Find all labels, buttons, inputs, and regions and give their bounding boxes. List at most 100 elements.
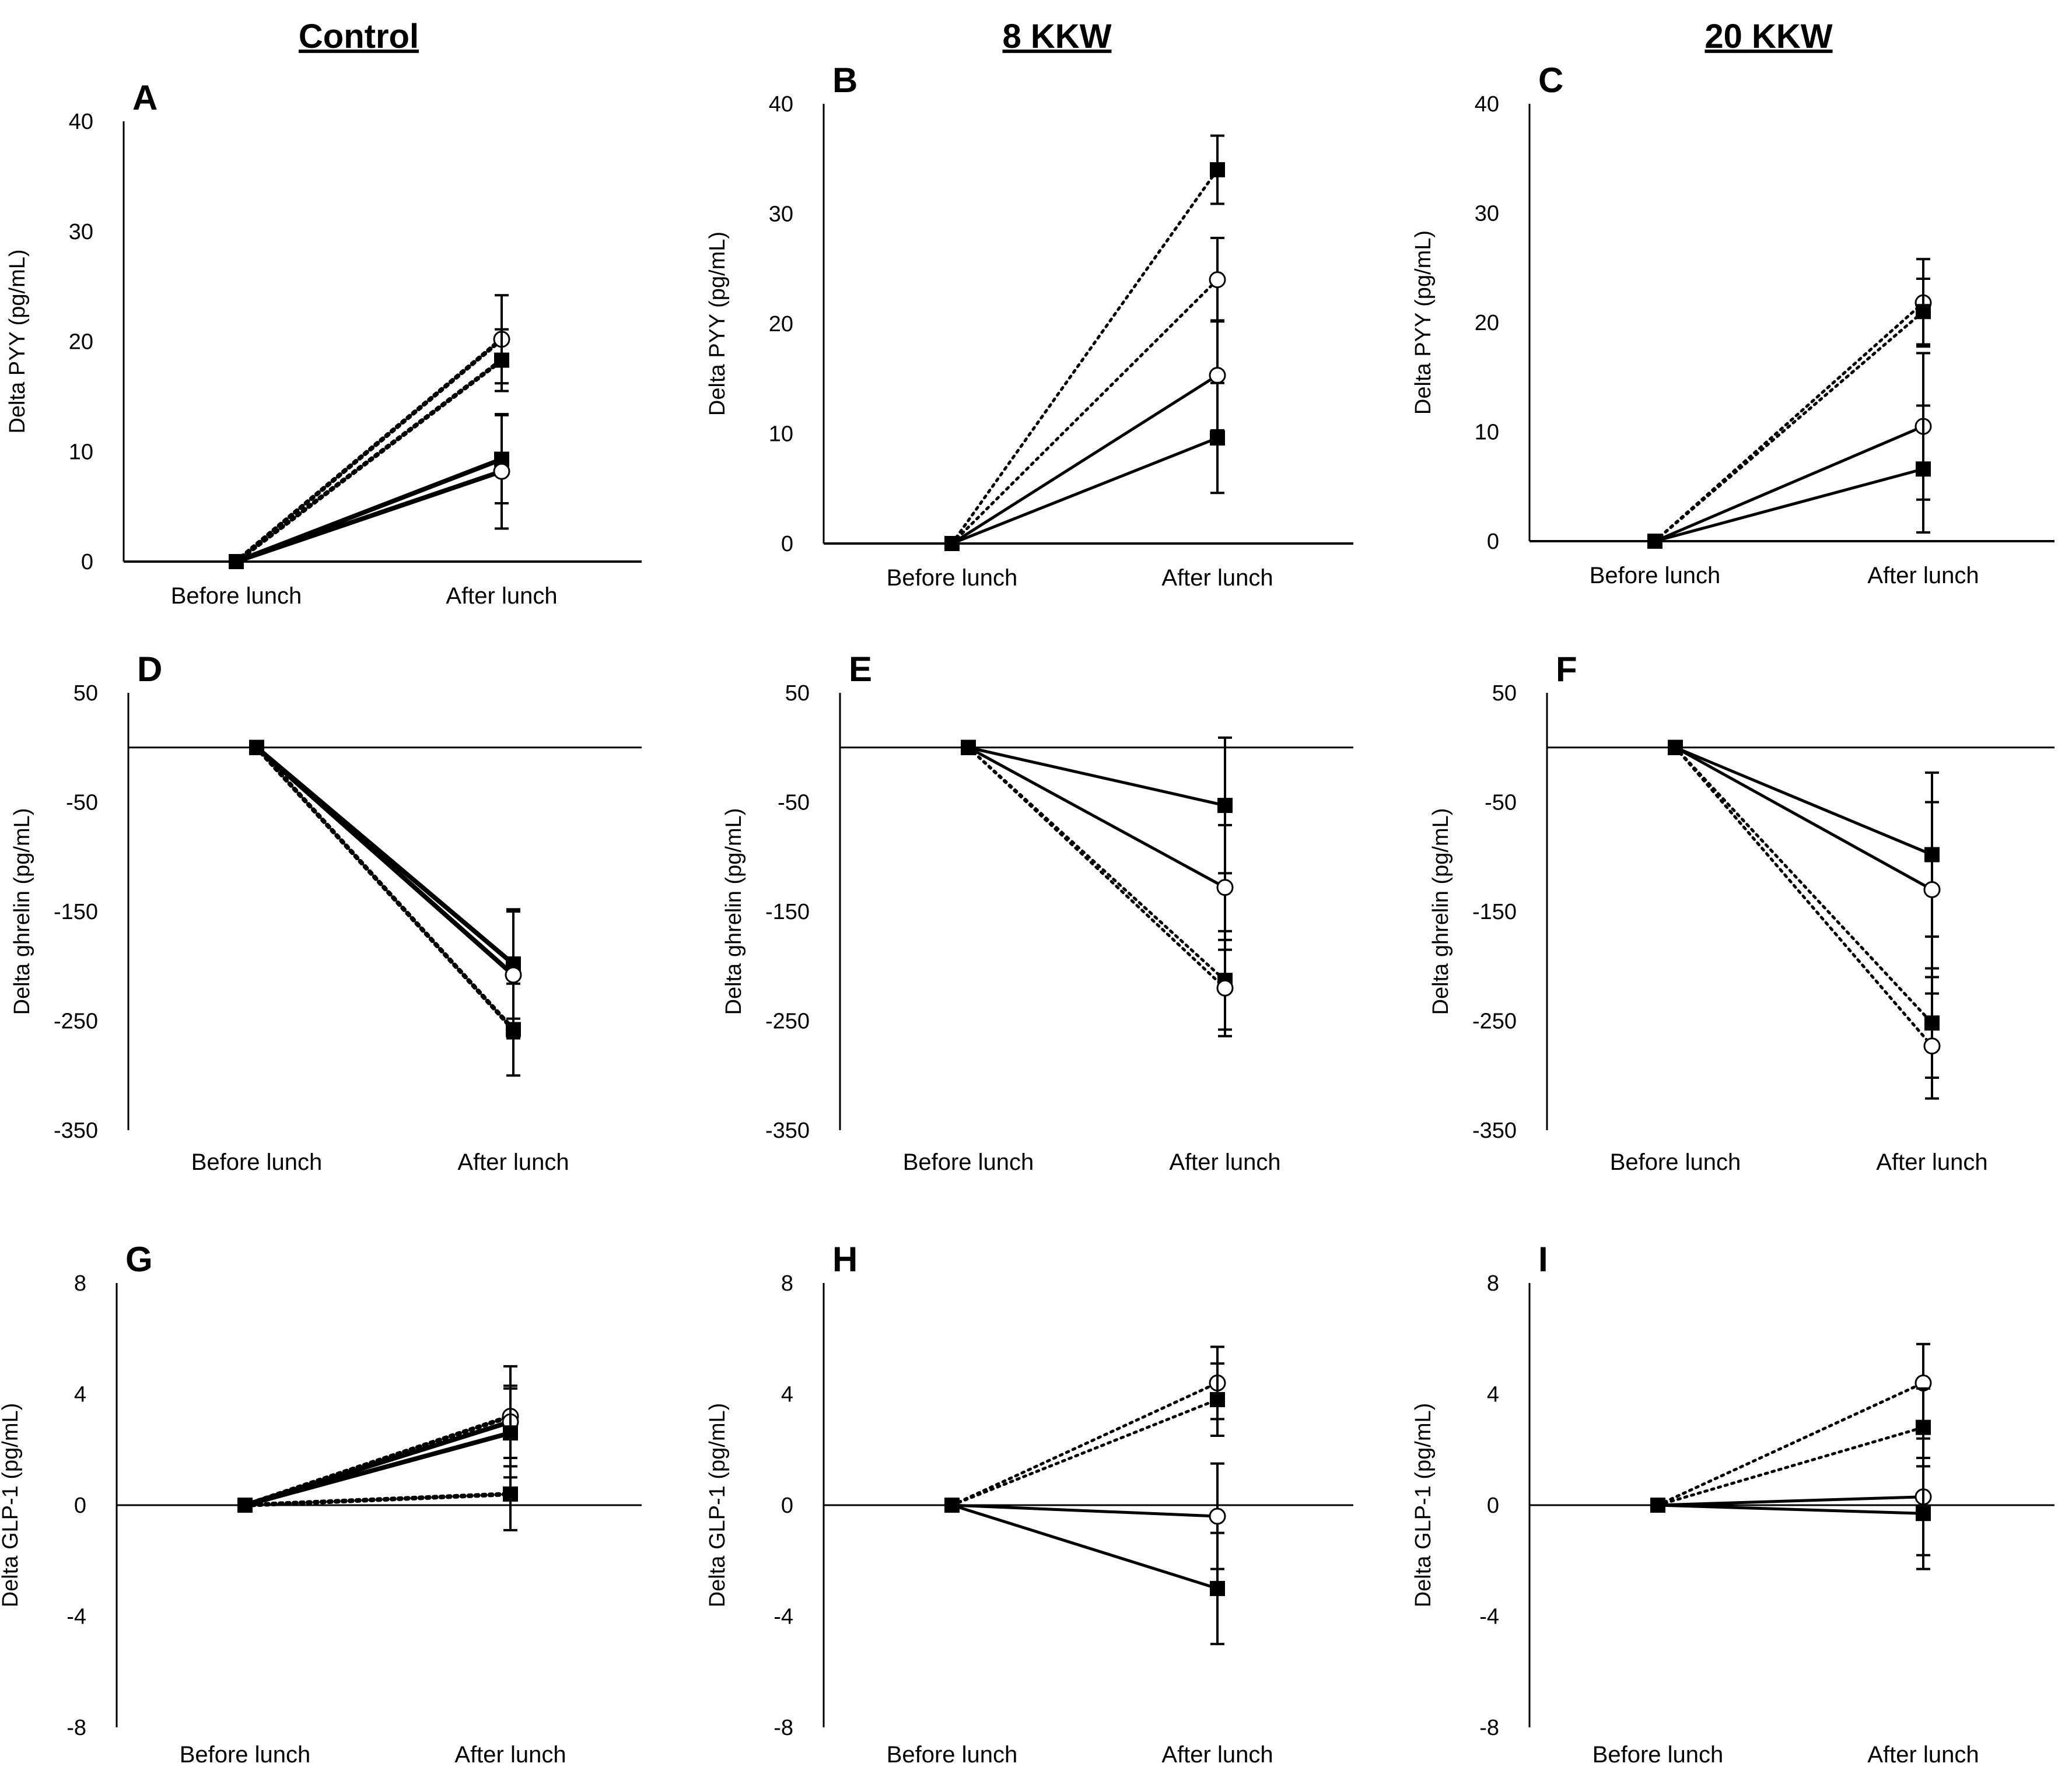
y-axis-title: Delta GLP-1 (pg/mL): [0, 1403, 23, 1608]
x-category-label: Before lunch: [1590, 563, 1721, 588]
x-category-label: After lunch: [454, 1742, 566, 1768]
data-point-circle: [493, 462, 510, 480]
data-point-circle: [1923, 1037, 1941, 1055]
x-category-label: After lunch: [1876, 1149, 1987, 1175]
series-solid-filled: [1650, 1457, 1931, 1570]
data-point-circle: [1209, 271, 1226, 289]
y-tick-label: 50: [74, 681, 98, 706]
series-line: [1656, 1426, 1925, 1507]
data-point-square: [1916, 1506, 1931, 1521]
y-tick-label: -250: [1472, 1009, 1517, 1034]
y-tick-label: -50: [66, 791, 98, 815]
y-tick-label: 50: [1492, 681, 1517, 706]
y-tick-label: 8: [781, 1271, 793, 1296]
y-tick-label: 0: [81, 550, 93, 574]
series-line: [950, 1381, 1219, 1507]
series-line: [1654, 467, 1924, 543]
data-point-circle: [1923, 881, 1941, 898]
x-category-label: Before lunch: [887, 1742, 1018, 1768]
y-tick-label: 20: [69, 330, 93, 355]
series-dotted-open: [961, 739, 1234, 1037]
chart-panel-e: -350 -250 -150 -50 50 Before lunch After lunch…: [722, 650, 1353, 1175]
series-line: [1657, 1503, 1924, 1515]
data-point-square: [506, 1022, 521, 1037]
chart-panel-f: -350 -250 -150 -50 50 Before lunch After lunch…: [1429, 650, 2054, 1175]
y-tick-label: -250: [765, 1009, 810, 1034]
series-line: [255, 745, 515, 977]
y-tick-label: 10: [1475, 420, 1499, 445]
series-solid-open: [229, 413, 510, 569]
y-tick-label: 0: [1487, 530, 1499, 554]
series-line: [1656, 1381, 1925, 1507]
y-tick-label: -8: [66, 1716, 86, 1740]
chart-panel-i: -8 -4 0 4 8 Before lunch After lunch Delta GLP-…: [1411, 1240, 2054, 1768]
y-tick-label: 0: [781, 1493, 793, 1518]
y-tick-label: -150: [1472, 900, 1517, 924]
y-tick-label: 4: [781, 1383, 793, 1407]
series-dotted-open: [944, 236, 1226, 551]
x-category-label: Before lunch: [180, 1742, 311, 1768]
series-dotted-filled: [1647, 278, 1931, 549]
series-line: [1653, 310, 1925, 543]
data-point-square: [1210, 162, 1225, 178]
data-point-square: [1647, 534, 1662, 549]
y-axis-title: Delta GLP-1 (pg/mL): [705, 1403, 730, 1608]
series-line: [1674, 746, 1934, 1025]
y-tick-label: 30: [1475, 202, 1499, 226]
y-tick-label: -150: [54, 900, 98, 924]
series-dotted-open: [944, 1345, 1226, 1513]
data-point-square: [944, 536, 960, 551]
series-dotted-filled: [1668, 739, 1940, 1079]
series-line: [968, 746, 1226, 807]
series-solid-open: [1668, 739, 1941, 979]
data-point-square: [503, 1486, 518, 1502]
data-point-circle: [505, 966, 522, 984]
panel-letter: I: [1538, 1240, 1548, 1279]
series-line: [950, 278, 1219, 545]
x-category-label: After lunch: [457, 1149, 569, 1175]
column-header-20kkw: 20 KKW: [1704, 17, 1832, 55]
series-solid-open: [1647, 352, 1932, 549]
series-solid-filled: [229, 413, 509, 569]
y-tick-label: 8: [74, 1271, 86, 1296]
x-category-label: Before lunch: [1592, 1742, 1724, 1768]
data-point-square: [1210, 1580, 1225, 1596]
x-category-label: After lunch: [1161, 565, 1273, 591]
y-axis-title: Delta ghrelin (pg/mL): [1429, 808, 1453, 1015]
chart-panel-g: -8 -4 0 4 8 Before lunch After lunch Delta GLP-…: [0, 1240, 642, 1768]
data-point-square: [1916, 461, 1931, 477]
series-line: [234, 336, 504, 564]
y-tick-label: -350: [765, 1119, 810, 1143]
y-axis-title: Delta ghrelin (pg/mL): [722, 808, 746, 1015]
chart-panel-c: 0 10 20 30 40 Before lunch After lunch Delta PY…: [1411, 61, 2054, 588]
y-axis-title: Delta PYY (pg/mL): [1411, 230, 1436, 415]
series-solid-filled: [961, 736, 1233, 875]
series-dotted-open: [237, 1365, 519, 1513]
data-point-square: [494, 352, 509, 368]
panel-letter: A: [132, 78, 158, 117]
series-dotted-open: [1650, 1342, 1932, 1513]
data-point-square: [961, 739, 976, 755]
column-header-8kkw: 8 KKW: [1003, 17, 1112, 55]
panel-letter: D: [137, 650, 162, 689]
y-tick-label: 30: [769, 202, 793, 227]
y-tick-label: 50: [785, 681, 810, 706]
series-line: [1657, 1495, 1924, 1507]
x-category-label: After lunch: [1169, 1149, 1280, 1175]
data-point-circle: [1216, 979, 1234, 997]
data-point-square: [1650, 1498, 1665, 1513]
x-category-label: Before lunch: [171, 583, 302, 609]
series-line: [951, 1503, 1218, 1590]
chart-panel-b: 0 10 20 30 40 Before lunch After lunch Delta PY…: [705, 61, 1353, 591]
y-tick-label: 30: [69, 220, 93, 244]
y-tick-label: -4: [1479, 1605, 1499, 1629]
x-category-label: After lunch: [1867, 1742, 1979, 1768]
y-tick-label: 0: [74, 1493, 86, 1518]
chart-panel-d: -350 -250 -150 -50 50 Before lunch After lunch…: [10, 650, 642, 1175]
data-point-square: [1217, 798, 1233, 814]
data-point-square: [1210, 430, 1225, 446]
series-line: [1674, 746, 1934, 1048]
series-line: [1675, 746, 1933, 856]
